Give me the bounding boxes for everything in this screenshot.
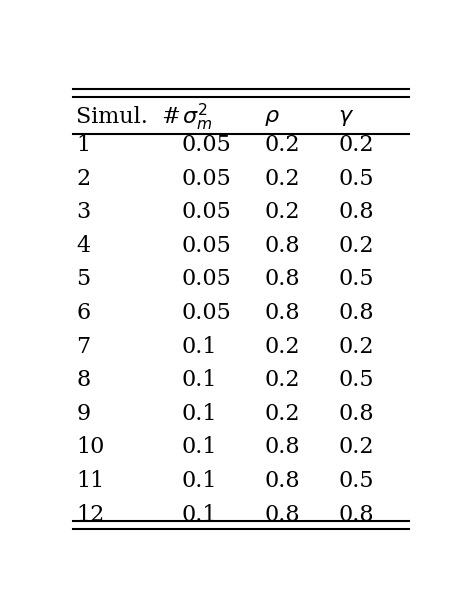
Text: 5: 5 [76,268,90,290]
Text: 0.8: 0.8 [264,302,300,324]
Text: 9: 9 [76,403,90,425]
Text: 0.1: 0.1 [182,336,218,358]
Text: 0.5: 0.5 [338,470,374,492]
Text: 7: 7 [76,336,90,358]
Text: 0.1: 0.1 [182,369,218,391]
Text: 0.05: 0.05 [182,302,232,324]
Text: 0.2: 0.2 [338,336,374,358]
Text: 0.8: 0.8 [264,504,300,525]
Text: 0.1: 0.1 [182,403,218,425]
Text: $\gamma$: $\gamma$ [338,106,355,128]
Text: 10: 10 [76,436,105,458]
Text: 0.8: 0.8 [264,436,300,458]
Text: 1: 1 [76,134,90,156]
Text: 0.05: 0.05 [182,268,232,290]
Text: 0.2: 0.2 [264,168,300,190]
Text: 0.2: 0.2 [338,235,374,257]
Text: 0.5: 0.5 [338,268,374,290]
Text: 0.2: 0.2 [264,403,300,425]
Text: 0.2: 0.2 [264,369,300,391]
Text: 0.2: 0.2 [264,201,300,223]
Text: 0.8: 0.8 [338,201,374,223]
Text: 0.8: 0.8 [264,235,300,257]
Text: 0.1: 0.1 [182,470,218,492]
Text: 0.5: 0.5 [338,369,374,391]
Text: 0.05: 0.05 [182,168,232,190]
Text: 0.2: 0.2 [264,336,300,358]
Text: 6: 6 [76,302,90,324]
Text: $\sigma_m^2$: $\sigma_m^2$ [182,101,212,133]
Text: 0.05: 0.05 [182,134,232,156]
Text: 11: 11 [76,470,104,492]
Text: $\rho$: $\rho$ [264,106,280,128]
Text: 4: 4 [76,235,90,257]
Text: 0.2: 0.2 [264,134,300,156]
Text: 0.8: 0.8 [338,403,374,425]
Text: 0.2: 0.2 [338,436,374,458]
Text: 0.8: 0.8 [264,470,300,492]
Text: 12: 12 [76,504,104,525]
Text: Simul.  #: Simul. # [76,106,181,128]
Text: 0.1: 0.1 [182,504,218,525]
Text: 0.2: 0.2 [338,134,374,156]
Text: 0.05: 0.05 [182,201,232,223]
Text: 0.05: 0.05 [182,235,232,257]
Text: 0.1: 0.1 [182,436,218,458]
Text: 0.8: 0.8 [338,504,374,525]
Text: 0.8: 0.8 [338,302,374,324]
Text: 3: 3 [76,201,90,223]
Text: 8: 8 [76,369,90,391]
Text: 0.8: 0.8 [264,268,300,290]
Text: 2: 2 [76,168,90,190]
Text: 0.5: 0.5 [338,168,374,190]
